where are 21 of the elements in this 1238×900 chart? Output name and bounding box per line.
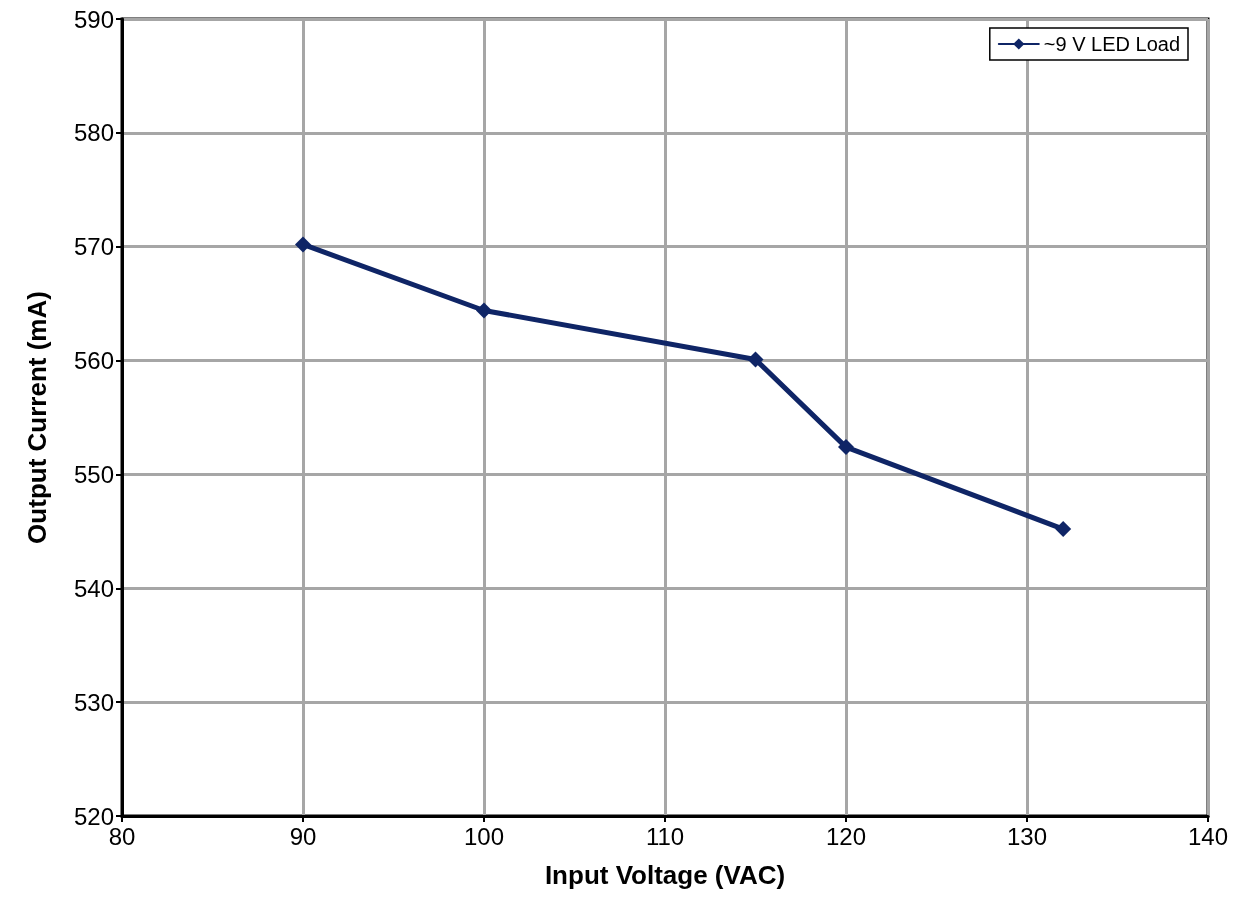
x-tick-label: 130 — [1006, 822, 1048, 850]
x-tick-label: 140 — [1187, 822, 1229, 850]
y-tick-label: 560 — [73, 347, 114, 375]
point — [838, 439, 854, 456]
legend-label: ~9 V LED Load — [1043, 33, 1181, 55]
x-tick-label: 120 — [825, 822, 867, 850]
y-tick-label: 570 — [73, 233, 114, 261]
point — [747, 351, 764, 368]
y-tick-label: 580 — [73, 119, 114, 147]
x-axis-title: Input Voltage (VAC) — [544, 860, 786, 890]
y-tick-label: 540 — [73, 574, 114, 602]
point — [476, 302, 492, 319]
y-tick-label: 590 — [73, 5, 114, 33]
y-tick-label: 530 — [73, 688, 114, 716]
x-tick-label: 90 — [289, 822, 317, 850]
point — [295, 236, 311, 253]
point — [1055, 521, 1072, 538]
y-axis-title: Output Current (mA) — [22, 291, 52, 544]
x-tick-label: 100 — [463, 822, 505, 850]
y-tick-label: 550 — [73, 460, 114, 488]
x-tick-label: 110 — [645, 822, 685, 850]
